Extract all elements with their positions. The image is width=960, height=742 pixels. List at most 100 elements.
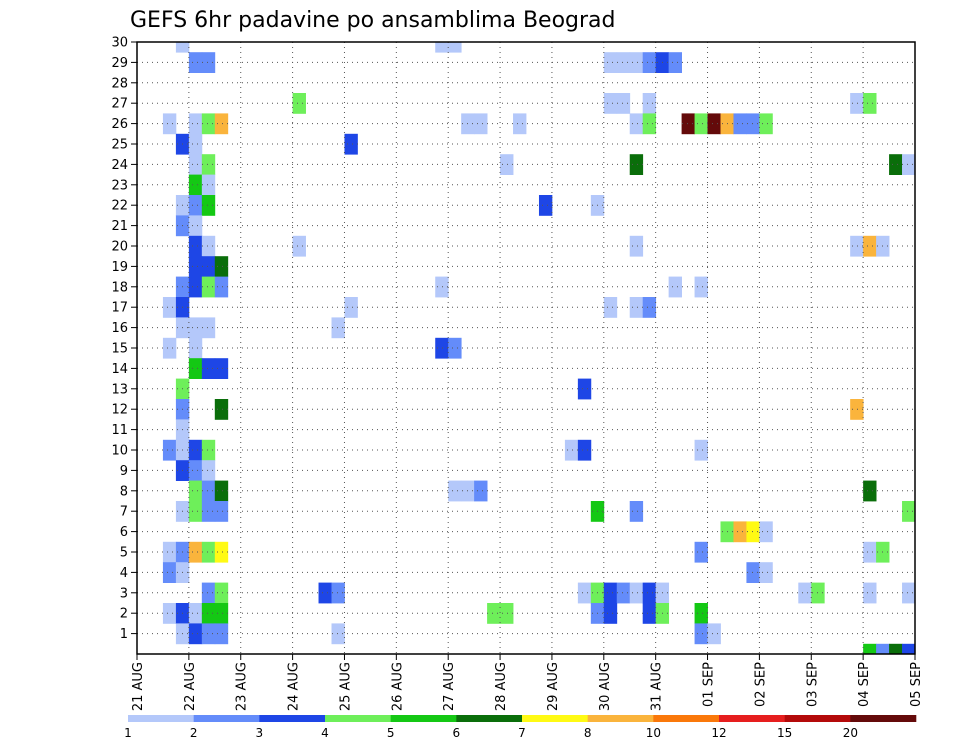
heatmap-cell [577,439,592,461]
heatmap-cell [188,439,203,461]
x-tick-label: 26 AUG [390,662,405,711]
heatmap-cell [603,297,618,318]
colorbar-swatch [850,715,917,722]
colorbar-label: 4 [321,726,329,740]
colorbar-label: 15 [777,726,792,740]
heatmap-cell [188,113,203,135]
heatmap-cell [214,541,229,563]
y-tick-label: 13 [111,382,128,397]
heatmap-cell [863,582,877,604]
heatmap-cell [863,541,877,563]
heatmap-cell [474,113,488,135]
x-tick-label: 22 AUG [183,662,198,711]
colorbar-label: 5 [387,726,395,740]
heatmap-cell [746,562,760,583]
x-tick-label: 25 AUG [338,662,353,711]
colorbar-label: 6 [453,726,461,740]
heatmap-cell [188,256,203,277]
heatmap-cell [668,52,682,73]
heatmap-cell [616,93,631,114]
x-tick-label: 27 AUG [442,662,457,711]
heatmap-cell [733,521,747,543]
colorbar-label: 3 [256,726,264,740]
heatmap-cell [902,501,916,522]
heatmap-cell [603,582,618,604]
heatmap-cell [201,174,216,196]
heatmap-cell [201,501,216,522]
heatmap-cell [850,235,864,257]
heatmap-cell [759,521,773,543]
heatmap-cell [694,276,708,298]
heatmap-cell [500,154,514,175]
y-tick-label: 7 [120,505,128,520]
heatmap-cell [214,480,229,502]
heatmap-cell [577,378,592,400]
heatmap-cell [487,603,501,624]
x-tick-label: 24 AUG [287,662,302,711]
heatmap-cell [344,297,358,318]
x-tick-label: 28 AUG [494,662,509,711]
heatmap-cell [448,42,462,53]
heatmap-cell [746,521,760,543]
heatmap-cell [629,113,644,135]
heatmap-cell [331,623,345,645]
heatmap-cell [201,541,216,563]
colorbar-swatch [784,715,851,722]
y-tick-label: 4 [120,566,128,581]
heatmap-cell [201,480,216,502]
colorbar-swatch [719,715,785,722]
heatmap-cell [863,235,877,257]
heatmap-cell [707,113,721,135]
y-tick-label: 10 [111,444,128,459]
colorbar-swatch [522,715,588,722]
heatmap-cell [201,256,216,277]
heatmap-cell [188,541,203,563]
heatmap-cell [188,317,203,339]
heatmap-cell [448,337,462,359]
heatmap-cell [188,195,203,216]
heatmap-cell [629,52,644,73]
heatmap-cell [201,603,216,624]
heatmap-cell [188,603,203,624]
heatmap-cell [201,235,216,257]
y-tick-label: 21 [111,219,128,234]
heatmap-cell [214,256,229,277]
heatmap-cell [863,643,877,655]
y-tick-label: 3 [120,586,128,601]
heatmap-cell [513,113,527,135]
y-tick-label: 19 [111,260,128,275]
y-tick-label: 9 [120,464,128,479]
heatmap-cell [188,276,203,298]
x-tick-label: 29 AUG [546,662,561,711]
x-tick-label: 23 AUG [235,662,250,711]
heatmap-cell [201,52,216,73]
colorbar-label: 12 [711,726,726,740]
y-tick-label: 15 [111,342,128,357]
x-tick-label: 05 SEP [909,662,924,707]
y-tick-label: 18 [111,280,128,295]
y-tick-label: 24 [111,158,128,173]
y-tick-label: 23 [111,178,128,193]
heatmap-cell [733,113,747,135]
heatmap-cell [292,235,306,257]
heatmap-cell [889,154,903,175]
y-tick-label: 1 [120,627,128,642]
heatmap-cell [538,195,553,216]
heatmap-cell [902,643,916,655]
colorbar-swatch [325,715,391,722]
heatmap-cell [668,276,682,298]
heatmap-cell [474,480,488,502]
heatmap-cell [694,541,708,563]
heatmap-cell [188,358,203,379]
heatmap-cell [201,439,216,461]
y-tick-label: 30 [111,36,128,51]
y-tick-label: 6 [120,525,128,540]
y-tick-label: 28 [111,76,128,91]
y-tick-label: 11 [111,423,128,438]
heatmap-cell [188,215,203,237]
heatmap-cell [863,93,877,114]
heatmap-cell [616,52,631,73]
heatmap-cell [214,603,229,624]
y-tick-label: 14 [111,362,128,377]
